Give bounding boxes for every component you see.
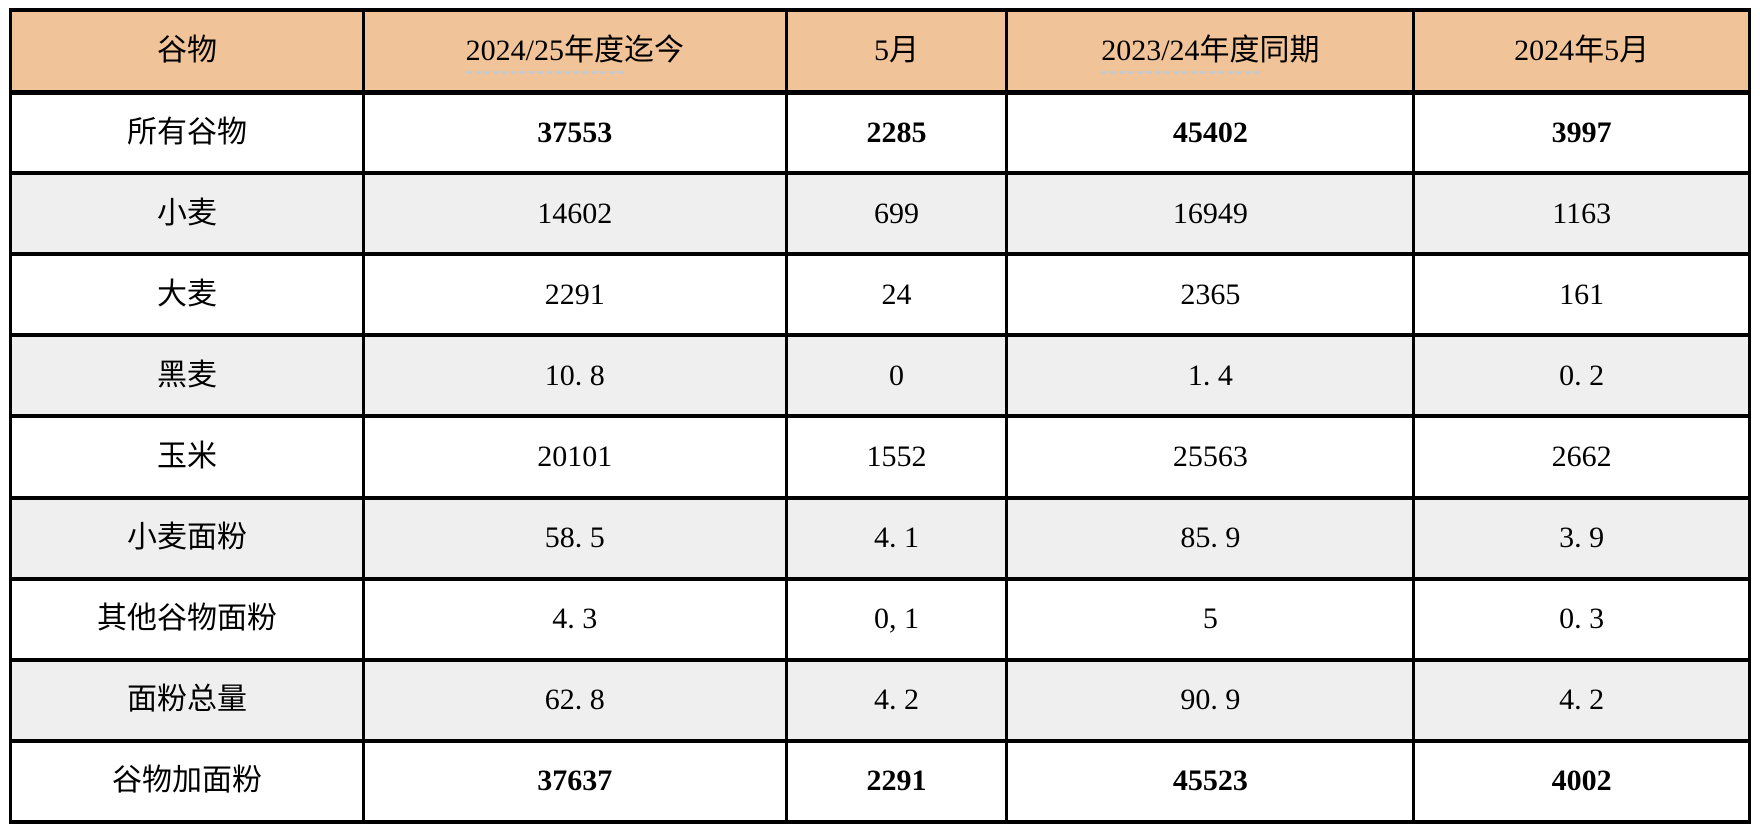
cell-value: 2662 [1412,414,1751,500]
cell-value: 0 [784,333,1009,419]
cell-value: 45523 [1005,738,1416,825]
cell-value: 4002 [1412,738,1751,825]
row-rye: 黑麦 10. 8 0 1. 4 0. 2 [8,333,1751,419]
cell-value: 37637 [362,738,788,825]
cell-value: 3997 [1412,89,1751,176]
cell-value: 699 [784,171,1009,257]
cell-value: 1163 [1412,171,1751,257]
header-row: 谷物 2024/25年度迄今 5月 2023/24年度同期 2024年5月 [8,8,1751,95]
row-wheat: 小麦 14602 699 16949 1163 [8,171,1751,257]
header-label: 2024年5月 [1514,33,1650,67]
cell-value: 45402 [1005,89,1416,176]
row-barley: 大麦 2291 24 2365 161 [8,252,1751,338]
row-label: 黑麦 [8,333,366,419]
cell-value: 58. 5 [362,495,788,581]
header-label: 谷物 [157,33,217,67]
cell-value: 20101 [362,414,788,500]
row-label: 面粉总量 [8,657,366,743]
header-cell-may-2024: 2024年5月 [1412,8,1751,95]
cell-value: 4. 2 [1412,657,1751,743]
header-label: 迄今 [623,33,684,67]
cell-value: 37553 [362,89,788,176]
row-label: 小麦面粉 [8,495,366,581]
cell-value: 2285 [784,89,1009,176]
cell-value: 4. 1 [784,495,1009,581]
cell-value: 4. 2 [784,657,1009,743]
header-cell-season-to-date: 2024/25年度迄今 [362,8,788,95]
cell-value: 4. 3 [362,576,788,662]
row-grains-plus-flour: 谷物加面粉 37637 2291 45523 4002 [8,738,1751,825]
row-total-flour: 面粉总量 62. 8 4. 2 90. 9 4. 2 [8,657,1751,743]
cell-value: 5 [1005,576,1416,662]
cell-value: 1. 4 [1005,333,1416,419]
cell-value: 24 [784,252,1009,338]
cell-value: 0, 1 [784,576,1009,662]
cell-value: 25563 [1005,414,1416,500]
cell-value: 16949 [1005,171,1416,257]
row-label: 谷物加面粉 [8,738,366,825]
cell-value: 10. 8 [362,333,788,419]
cell-value: 3. 9 [1412,495,1751,581]
row-corn: 玉米 20101 1552 25563 2662 [8,414,1751,500]
cell-value: 85. 9 [1005,495,1416,581]
grain-trade-table: 谷物 2024/25年度迄今 5月 2023/24年度同期 2024年5月 所有… [8,8,1751,825]
cell-value: 2291 [784,738,1009,825]
row-label: 小麦 [8,171,366,257]
cell-value: 90. 9 [1005,657,1416,743]
row-other-grain-flour: 其他谷物面粉 4. 3 0, 1 5 0. 3 [8,576,1751,662]
cell-value: 1552 [784,414,1009,500]
row-label: 其他谷物面粉 [8,576,366,662]
cell-value: 2291 [362,252,788,338]
header-label-underlined: 2024/25年度 [465,33,624,74]
row-all-grains: 所有谷物 37553 2285 45402 3997 [8,89,1751,176]
row-wheat-flour: 小麦面粉 58. 5 4. 1 85. 9 3. 9 [8,495,1751,581]
header-cell-grain: 谷物 [8,8,366,95]
header-label-underlined: 2023/24年度 [1101,33,1260,74]
row-label: 大麦 [8,252,366,338]
row-label: 玉米 [8,414,366,500]
cell-value: 14602 [362,171,788,257]
cell-value: 2365 [1005,252,1416,338]
header-cell-prev-season: 2023/24年度同期 [1005,8,1416,95]
header-label: 5月 [874,33,919,67]
cell-value: 0. 2 [1412,333,1751,419]
cell-value: 161 [1412,252,1751,338]
header-cell-may: 5月 [784,8,1009,95]
row-label: 所有谷物 [8,89,366,176]
cell-value: 0. 3 [1412,576,1751,662]
cell-value: 62. 8 [362,657,788,743]
header-label: 同期 [1259,33,1320,67]
